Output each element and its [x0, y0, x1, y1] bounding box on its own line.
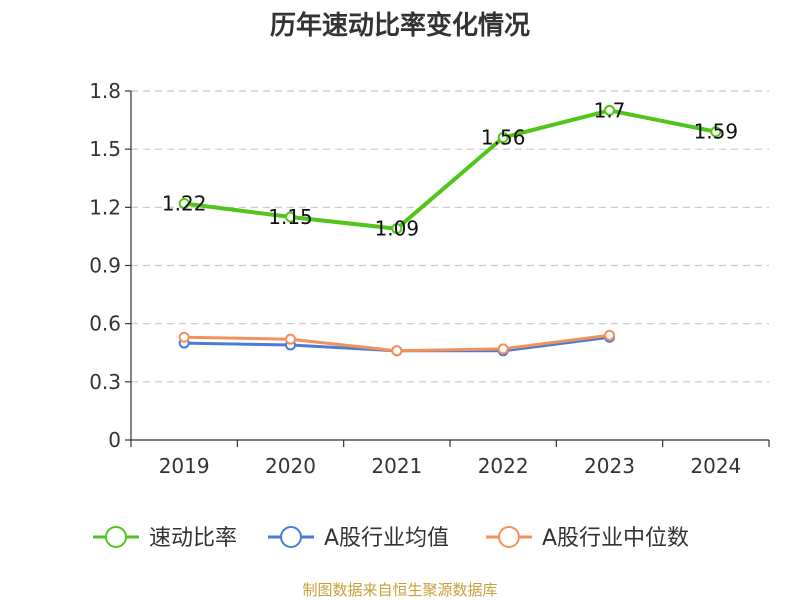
- y-tick-label: 0: [108, 428, 121, 452]
- data-label: 1.59: [694, 120, 739, 144]
- data-labels: 1.22 1.15 1.09 1.56 1.7 1.59: [162, 98, 738, 240]
- data-label: 1.22: [162, 191, 207, 215]
- legend-item-1[interactable]: A股行业均值: [268, 526, 449, 551]
- legend-item-2[interactable]: A股行业中位数: [486, 526, 689, 551]
- series-line-0: [183, 108, 717, 231]
- data-label: 1.15: [268, 205, 313, 229]
- x-tick-label: 2019: [159, 454, 210, 478]
- legend-item-0[interactable]: 速动比率: [93, 526, 237, 551]
- chart-title: 历年速动比率变化情况: [270, 10, 530, 41]
- series-point-0: [710, 126, 722, 138]
- series-point-0: [604, 104, 615, 116]
- series-point-2: [178, 331, 190, 343]
- legend: 速动比率 A股行业均值 A股行业中位数: [93, 526, 689, 551]
- y-tick-label: 1.5: [89, 137, 121, 161]
- legend-marker: [280, 526, 302, 548]
- data-label: 1.09: [375, 217, 420, 241]
- legend-marker: [105, 526, 127, 548]
- series-point-2: [497, 343, 509, 355]
- series-point-2: [285, 333, 296, 345]
- y-tick-label: 1.8: [89, 79, 121, 103]
- legend-marker: [498, 526, 520, 548]
- source-note: 制图数据来自恒生聚源数据库: [302, 581, 497, 599]
- x-tick-label: 2020: [265, 454, 316, 478]
- series-point-0: [178, 197, 190, 209]
- x-tick-label: 2024: [690, 454, 741, 478]
- axes: 0 0.3 0.6 0.9 1.2 1.5 1.8 2019 2020 2021 2022 2023 2…: [89, 79, 770, 478]
- series-layer: [178, 104, 722, 357]
- x-tick-label: 2023: [584, 454, 635, 478]
- y-tick-label: 0.9: [89, 254, 121, 278]
- y-tick-label: 0.3: [89, 370, 121, 394]
- legend-label: A股行业中位数: [542, 526, 689, 551]
- series-point-0: [391, 223, 403, 235]
- series-point-0: [285, 211, 296, 223]
- y-tick-label: 1.2: [89, 195, 121, 219]
- x-tick-label: 2021: [371, 454, 422, 478]
- legend-label: 速动比率: [149, 526, 237, 551]
- series-point-2: [604, 329, 615, 341]
- grid-lines: [131, 90, 769, 383]
- data-label: 1.7: [594, 98, 626, 122]
- y-tick-label: 0.6: [89, 312, 121, 336]
- x-tick-label: 2022: [478, 454, 529, 478]
- series-point-2: [391, 345, 403, 357]
- legend-label: A股行业均值: [324, 526, 449, 551]
- data-label: 1.56: [481, 126, 526, 150]
- series-point-0: [497, 132, 509, 144]
